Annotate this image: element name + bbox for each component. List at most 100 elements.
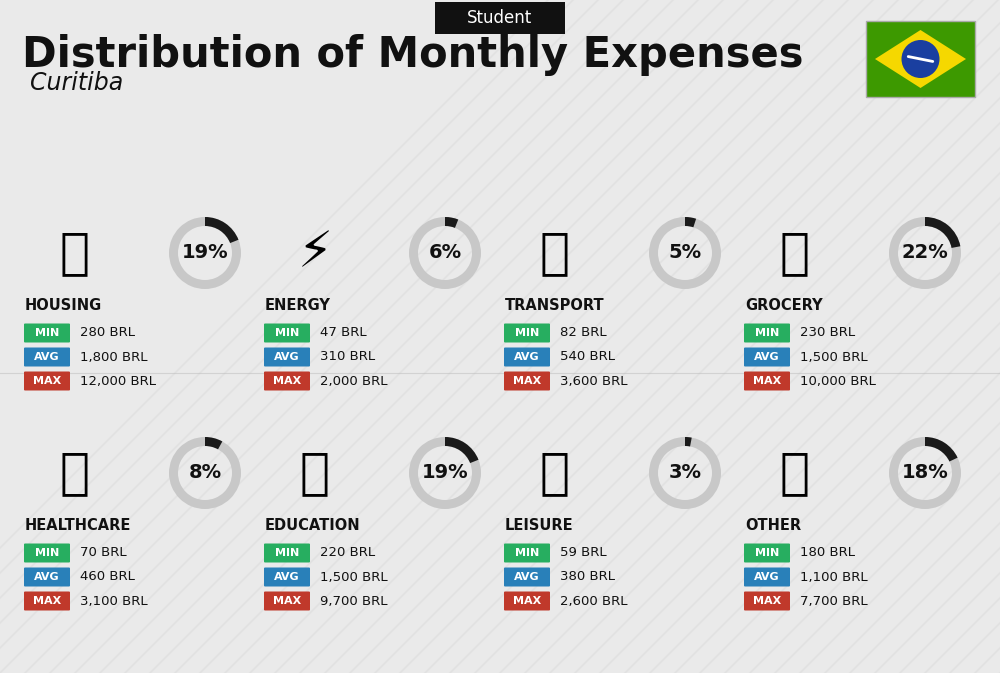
- FancyBboxPatch shape: [264, 592, 310, 610]
- Text: 3,600 BRL: 3,600 BRL: [560, 374, 628, 388]
- Text: 19%: 19%: [422, 464, 468, 483]
- Wedge shape: [409, 217, 481, 289]
- FancyBboxPatch shape: [24, 567, 70, 586]
- Text: ENERGY: ENERGY: [265, 297, 331, 312]
- Text: AVG: AVG: [514, 352, 540, 362]
- FancyBboxPatch shape: [504, 592, 550, 610]
- Wedge shape: [445, 437, 478, 463]
- Text: 2,600 BRL: 2,600 BRL: [560, 594, 628, 608]
- Polygon shape: [875, 30, 966, 88]
- FancyBboxPatch shape: [264, 371, 310, 390]
- Text: MIN: MIN: [275, 328, 299, 338]
- Text: 🛒: 🛒: [780, 229, 810, 277]
- Text: 10,000 BRL: 10,000 BRL: [800, 374, 876, 388]
- FancyBboxPatch shape: [24, 324, 70, 343]
- Wedge shape: [169, 437, 241, 509]
- Text: 💗: 💗: [60, 449, 90, 497]
- Text: Distribution of Monthly Expenses: Distribution of Monthly Expenses: [22, 34, 804, 76]
- FancyBboxPatch shape: [264, 544, 310, 563]
- Text: AVG: AVG: [514, 572, 540, 582]
- Text: 460 BRL: 460 BRL: [80, 571, 135, 583]
- Text: MAX: MAX: [273, 596, 301, 606]
- Text: 1,800 BRL: 1,800 BRL: [80, 351, 148, 363]
- Text: 230 BRL: 230 BRL: [800, 326, 855, 339]
- FancyBboxPatch shape: [504, 347, 550, 367]
- FancyBboxPatch shape: [504, 324, 550, 343]
- FancyBboxPatch shape: [24, 592, 70, 610]
- Text: 1,500 BRL: 1,500 BRL: [800, 351, 868, 363]
- Text: 🎓: 🎓: [300, 449, 330, 497]
- Text: 59 BRL: 59 BRL: [560, 546, 607, 559]
- Text: HOUSING: HOUSING: [25, 297, 102, 312]
- Text: 3%: 3%: [668, 464, 702, 483]
- Text: 3,100 BRL: 3,100 BRL: [80, 594, 148, 608]
- Text: MAX: MAX: [753, 596, 781, 606]
- Text: Student: Student: [467, 9, 533, 27]
- Text: 540 BRL: 540 BRL: [560, 351, 615, 363]
- FancyBboxPatch shape: [744, 567, 790, 586]
- Text: 82 BRL: 82 BRL: [560, 326, 607, 339]
- Wedge shape: [205, 437, 222, 450]
- Text: MIN: MIN: [275, 548, 299, 558]
- FancyBboxPatch shape: [744, 347, 790, 367]
- Text: EDUCATION: EDUCATION: [265, 518, 361, 532]
- Text: 220 BRL: 220 BRL: [320, 546, 375, 559]
- Text: AVG: AVG: [274, 572, 300, 582]
- FancyBboxPatch shape: [744, 371, 790, 390]
- FancyBboxPatch shape: [866, 21, 975, 97]
- Text: 6%: 6%: [428, 244, 462, 262]
- Text: 47 BRL: 47 BRL: [320, 326, 367, 339]
- FancyBboxPatch shape: [24, 371, 70, 390]
- Wedge shape: [685, 437, 692, 446]
- Text: LEISURE: LEISURE: [505, 518, 574, 532]
- Circle shape: [902, 40, 940, 78]
- Text: 18%: 18%: [902, 464, 948, 483]
- Text: AVG: AVG: [34, 572, 60, 582]
- Text: AVG: AVG: [274, 352, 300, 362]
- Text: 1,100 BRL: 1,100 BRL: [800, 571, 868, 583]
- FancyBboxPatch shape: [264, 347, 310, 367]
- Text: Curitiba: Curitiba: [30, 71, 123, 95]
- Text: TRANSPORT: TRANSPORT: [505, 297, 605, 312]
- Wedge shape: [649, 437, 721, 509]
- Text: OTHER: OTHER: [745, 518, 801, 532]
- Text: 7,700 BRL: 7,700 BRL: [800, 594, 868, 608]
- Text: 9,700 BRL: 9,700 BRL: [320, 594, 388, 608]
- Text: MIN: MIN: [755, 328, 779, 338]
- Text: 12,000 BRL: 12,000 BRL: [80, 374, 156, 388]
- Text: MAX: MAX: [513, 376, 541, 386]
- Text: 310 BRL: 310 BRL: [320, 351, 375, 363]
- Text: 🛍: 🛍: [540, 449, 570, 497]
- Text: AVG: AVG: [754, 352, 780, 362]
- Text: AVG: AVG: [34, 352, 60, 362]
- Wedge shape: [445, 217, 458, 228]
- Text: HEALTHCARE: HEALTHCARE: [25, 518, 131, 532]
- Wedge shape: [889, 217, 961, 289]
- FancyBboxPatch shape: [264, 567, 310, 586]
- Wedge shape: [685, 217, 696, 227]
- Text: MIN: MIN: [35, 328, 59, 338]
- Wedge shape: [889, 437, 961, 509]
- FancyBboxPatch shape: [744, 592, 790, 610]
- Text: MAX: MAX: [273, 376, 301, 386]
- Text: MIN: MIN: [515, 548, 539, 558]
- FancyBboxPatch shape: [744, 544, 790, 563]
- Wedge shape: [649, 217, 721, 289]
- FancyBboxPatch shape: [24, 347, 70, 367]
- Text: MIN: MIN: [755, 548, 779, 558]
- Text: 180 BRL: 180 BRL: [800, 546, 855, 559]
- FancyBboxPatch shape: [504, 544, 550, 563]
- FancyBboxPatch shape: [435, 2, 565, 34]
- Text: 19%: 19%: [182, 244, 228, 262]
- Text: MIN: MIN: [35, 548, 59, 558]
- Text: MAX: MAX: [753, 376, 781, 386]
- FancyBboxPatch shape: [24, 544, 70, 563]
- Text: MAX: MAX: [33, 596, 61, 606]
- Text: 1,500 BRL: 1,500 BRL: [320, 571, 388, 583]
- Text: 280 BRL: 280 BRL: [80, 326, 135, 339]
- Text: GROCERY: GROCERY: [745, 297, 823, 312]
- Text: 2,000 BRL: 2,000 BRL: [320, 374, 388, 388]
- Text: 💰: 💰: [780, 449, 810, 497]
- Wedge shape: [925, 437, 958, 462]
- Text: 🚌: 🚌: [540, 229, 570, 277]
